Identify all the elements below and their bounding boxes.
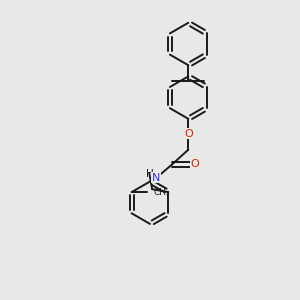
Text: N: N [152, 173, 160, 183]
Text: CH₃: CH₃ [154, 188, 170, 196]
Text: H: H [146, 169, 154, 179]
Text: O: O [191, 159, 200, 170]
Text: O: O [184, 128, 193, 139]
